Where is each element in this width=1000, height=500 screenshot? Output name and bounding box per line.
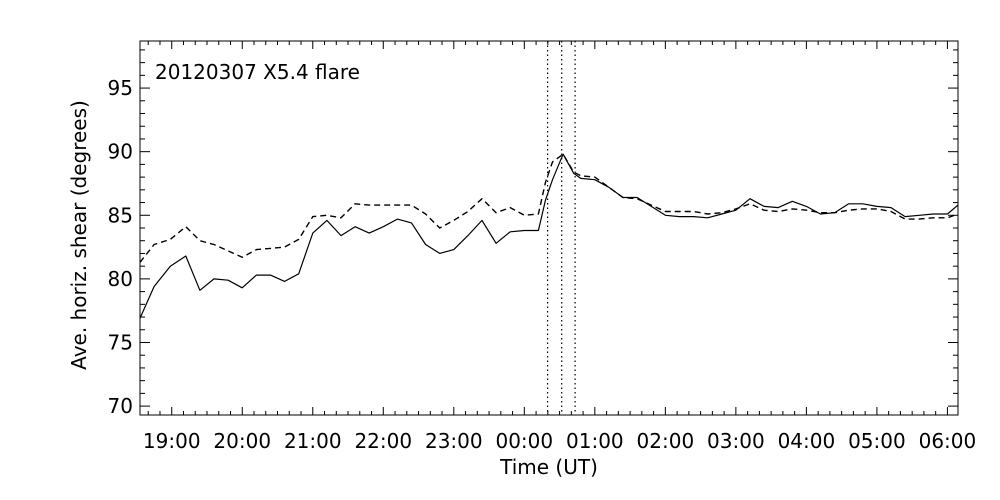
flare-annotation: 20120307 X5.4 flare — [155, 60, 360, 84]
y-tick-label: 95 — [108, 76, 133, 100]
x-axis-label: Time (UT) — [499, 455, 598, 479]
series-line-solid — [139, 153, 959, 319]
series-lines — [139, 153, 959, 319]
x-tick-label: 22:00 — [354, 429, 412, 453]
axis-ticks — [140, 41, 958, 415]
y-tick-label: 75 — [108, 330, 133, 354]
x-tick-label: 20:00 — [213, 429, 271, 453]
y-tick-label: 70 — [108, 394, 133, 418]
x-tick-label: 03:00 — [707, 429, 765, 453]
y-axis-label: Ave. horiz. shear (degrees) — [67, 100, 91, 370]
x-tick-label: 04:00 — [778, 429, 836, 453]
x-tick-label: 19:00 — [143, 429, 201, 453]
y-tick-label: 85 — [108, 203, 133, 227]
x-tick-label: 06:00 — [919, 429, 977, 453]
y-tick-label: 90 — [108, 140, 133, 164]
x-tick-label: 02:00 — [637, 429, 695, 453]
x-tick-label: 05:00 — [848, 429, 906, 453]
tick-labels: 19:00 20:00 21:00 22:00 23:00 00:00 01:00 02:00… — [108, 76, 977, 453]
x-tick-label: 01:00 — [566, 429, 624, 453]
flare-time-markers — [546, 41, 576, 415]
x-tick-label: 21:00 — [284, 429, 342, 453]
plot-frame — [139, 40, 959, 416]
series-line-dashed — [139, 153, 959, 263]
y-tick-label: 80 — [108, 267, 133, 291]
x-tick-label: 23:00 — [425, 429, 483, 453]
x-tick-label: 00:00 — [495, 429, 553, 453]
